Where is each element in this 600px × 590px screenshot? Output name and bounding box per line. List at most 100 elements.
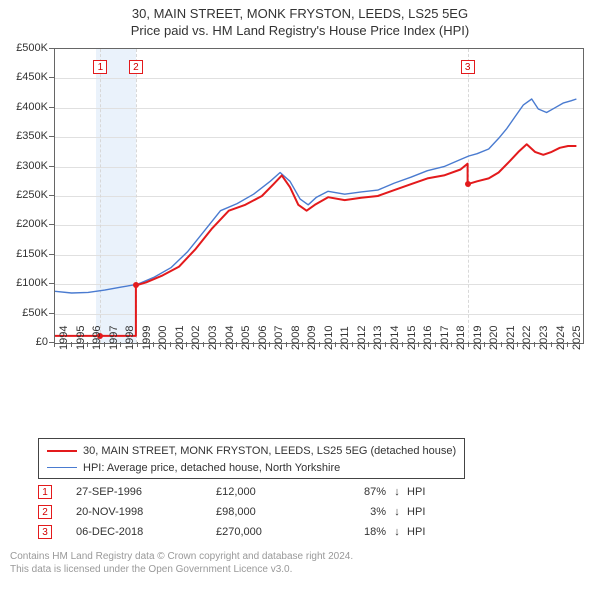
sales-row-hpi-ref: HPI — [404, 506, 425, 518]
sales-row-date: 06-DEC-2018 — [76, 526, 216, 538]
sales-row-marker: 2 — [38, 505, 52, 519]
x-tick-mark — [435, 342, 436, 347]
sale-marker-label: 3 — [461, 60, 475, 74]
x-tick-mark — [468, 342, 469, 347]
legend-item-hpi: HPI: Average price, detached house, Nort… — [47, 460, 456, 477]
x-tick-mark — [253, 342, 254, 347]
x-tick-mark — [484, 342, 485, 347]
chart: £0£50K£100K£150K£200K£250K£300K£350K£400… — [0, 42, 600, 392]
sales-row-price: £12,000 — [216, 486, 326, 498]
x-tick-label: 2012 — [356, 326, 368, 350]
sales-row-marker: 1 — [38, 485, 52, 499]
x-tick-mark — [352, 342, 353, 347]
y-tick-label: £150K — [0, 248, 48, 260]
series-line-hpi — [55, 99, 576, 293]
sale-marker-label: 1 — [93, 60, 107, 74]
x-tick-label: 2013 — [372, 326, 384, 350]
x-tick-mark — [153, 342, 154, 347]
legend-swatch-subject — [47, 450, 77, 452]
plot-svg — [55, 49, 583, 343]
sales-row-date: 20-NOV-1998 — [76, 506, 216, 518]
footer: Contains HM Land Registry data © Crown c… — [10, 550, 353, 576]
y-tick-label: £350K — [0, 130, 48, 142]
x-tick-label: 2000 — [157, 326, 169, 350]
legend-label-hpi: HPI: Average price, detached house, Nort… — [83, 460, 340, 477]
x-tick-label: 2003 — [207, 326, 219, 350]
x-tick-label: 2025 — [571, 326, 583, 350]
x-tick-mark — [501, 342, 502, 347]
footer-line1: Contains HM Land Registry data © Crown c… — [10, 550, 353, 563]
x-tick-mark — [71, 342, 72, 347]
x-tick-label: 2010 — [323, 326, 335, 350]
y-tick-label: £100K — [0, 277, 48, 289]
sales-row-deviation: 3% — [326, 506, 390, 518]
x-tick-label: 2011 — [339, 326, 351, 350]
sales-row: 3 06-DEC-2018£270,00018%↓ HPI — [38, 522, 425, 542]
x-tick-label: 1999 — [141, 326, 153, 350]
y-tick-label: £50K — [0, 307, 48, 319]
x-tick-label: 2015 — [406, 326, 418, 350]
x-tick-mark — [335, 342, 336, 347]
x-tick-label: 2006 — [257, 326, 269, 350]
x-tick-label: 2005 — [240, 326, 252, 350]
x-tick-mark — [87, 342, 88, 347]
y-tick-label: £400K — [0, 101, 48, 113]
x-tick-label: 2022 — [521, 326, 533, 350]
x-tick-mark — [220, 342, 221, 347]
x-tick-label: 1997 — [108, 326, 120, 350]
x-tick-label: 2016 — [422, 326, 434, 350]
x-tick-label: 2017 — [439, 326, 451, 350]
series-line-subject — [55, 144, 576, 336]
x-tick-label: 2024 — [555, 326, 567, 350]
x-tick-label: 2008 — [290, 326, 302, 350]
down-arrow-icon: ↓ — [390, 506, 404, 518]
x-tick-mark — [319, 342, 320, 347]
x-tick-mark — [551, 342, 552, 347]
x-tick-mark — [451, 342, 452, 347]
legend: 30, MAIN STREET, MONK FRYSTON, LEEDS, LS… — [38, 438, 465, 479]
x-tick-label: 2018 — [455, 326, 467, 350]
sales-row-price: £270,000 — [216, 526, 326, 538]
x-tick-label: 1996 — [91, 326, 103, 350]
y-tick-label: £0 — [0, 336, 48, 348]
down-arrow-icon: ↓ — [390, 486, 404, 498]
x-tick-mark — [534, 342, 535, 347]
y-tick-label: £500K — [0, 42, 48, 54]
x-tick-label: 2002 — [190, 326, 202, 350]
x-tick-mark — [385, 342, 386, 347]
legend-item-subject: 30, MAIN STREET, MONK FRYSTON, LEEDS, LS… — [47, 443, 456, 460]
legend-swatch-hpi — [47, 467, 77, 468]
x-tick-label: 2014 — [389, 326, 401, 350]
x-tick-mark — [137, 342, 138, 347]
down-arrow-icon: ↓ — [390, 526, 404, 538]
title-line2: Price paid vs. HM Land Registry's House … — [0, 23, 600, 40]
x-tick-label: 1998 — [124, 326, 136, 350]
x-tick-mark — [236, 342, 237, 347]
sales-row-hpi-ref: HPI — [404, 486, 425, 498]
x-tick-label: 2001 — [174, 326, 186, 350]
sales-row-deviation: 18% — [326, 526, 390, 538]
x-tick-mark — [203, 342, 204, 347]
page: { "title_line1": "30, MAIN STREET, MONK … — [0, 0, 600, 590]
sales-row-price: £98,000 — [216, 506, 326, 518]
chart-title: 30, MAIN STREET, MONK FRYSTON, LEEDS, LS… — [0, 0, 600, 40]
x-tick-label: 2009 — [306, 326, 318, 350]
legend-label-subject: 30, MAIN STREET, MONK FRYSTON, LEEDS, LS… — [83, 443, 456, 460]
x-tick-mark — [286, 342, 287, 347]
sales-row-hpi-ref: HPI — [404, 526, 425, 538]
x-tick-mark — [104, 342, 105, 347]
sale-marker-dot — [465, 181, 471, 187]
x-tick-label: 2023 — [538, 326, 550, 350]
x-tick-label: 2007 — [273, 326, 285, 350]
sales-row: 2 20-NOV-1998£98,0003%↓ HPI — [38, 502, 425, 522]
x-tick-mark — [402, 342, 403, 347]
sales-row-marker: 3 — [38, 525, 52, 539]
x-tick-label: 2004 — [224, 326, 236, 350]
x-tick-mark — [418, 342, 419, 347]
plot-area: 123 — [54, 48, 584, 344]
x-tick-mark — [302, 342, 303, 347]
footer-line2: This data is licensed under the Open Gov… — [10, 563, 353, 576]
x-tick-mark — [567, 342, 568, 347]
x-tick-label: 2020 — [488, 326, 500, 350]
y-tick-label: £450K — [0, 71, 48, 83]
